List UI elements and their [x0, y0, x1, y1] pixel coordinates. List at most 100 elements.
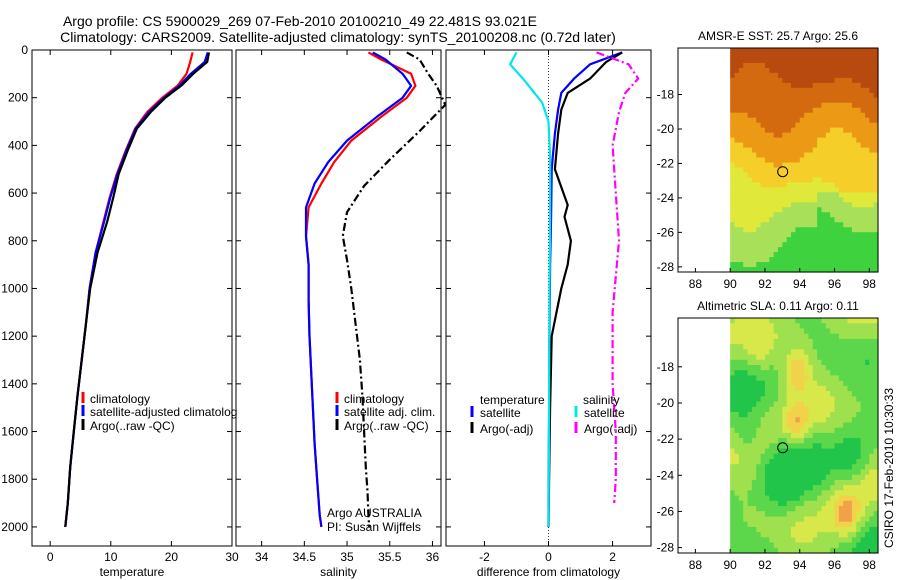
- sla-map-cell: [738, 532, 744, 538]
- sla-map-cell: [778, 542, 783, 549]
- sla-map-cell: [751, 406, 757, 413]
- sst-map-cell: [873, 102, 879, 109]
- sla-map-cell: [751, 396, 757, 403]
- sla-map-cell: [830, 532, 836, 538]
- sst-map-cell: [769, 137, 775, 144]
- sla-map-cell: [847, 417, 853, 424]
- sst-map-cell: [743, 102, 749, 109]
- sst-map-cell: [812, 252, 818, 258]
- sla-map-cell: [747, 432, 753, 439]
- sst-map-cell: [860, 227, 866, 233]
- sla-map-cell: [786, 349, 792, 356]
- sst-map-cell: [738, 247, 744, 253]
- sst-map-cell: [838, 132, 844, 139]
- sla-map-cell: [812, 328, 818, 335]
- sla-map-cell: [769, 511, 775, 518]
- sst-map-cell: [730, 252, 736, 258]
- sla-map-cell: [821, 464, 827, 471]
- sla-map-cell: [864, 547, 870, 554]
- sla-map-cell: [778, 479, 783, 486]
- sst-map-cell: [873, 157, 879, 164]
- sla-map-cell: [851, 453, 857, 460]
- sla-map-cell: [738, 469, 744, 476]
- sst-map-cell: [825, 82, 831, 89]
- sla-map-cell: [864, 448, 870, 455]
- sst-map-cell: [738, 67, 744, 74]
- sst-map-cell: [760, 152, 766, 159]
- sla-map-cell: [869, 370, 875, 377]
- sst-map-cell: [760, 112, 766, 119]
- sst-map-cell: [782, 82, 788, 89]
- sst-map-cell: [795, 107, 801, 114]
- sst-map-cell: [838, 52, 844, 59]
- sst-map-cell: [747, 227, 753, 233]
- sst-map-cell: [751, 222, 757, 228]
- sla-map-cell: [856, 380, 862, 387]
- sla-map-cell: [760, 532, 766, 538]
- sst-map-cell: [812, 112, 818, 119]
- sst-map-cell: [804, 237, 810, 243]
- sst-map-cell: [760, 232, 766, 238]
- sla-map-cell: [834, 485, 840, 491]
- sst-map-cell: [808, 257, 814, 263]
- sst-map-cell: [847, 217, 853, 223]
- sla-map-cell: [821, 380, 827, 387]
- sst-map-cell: [738, 197, 744, 203]
- sst-map-cell: [847, 202, 853, 208]
- sst-map-cell: [856, 187, 862, 193]
- sst-map-cell: [825, 182, 831, 188]
- sla-map-cell: [786, 542, 792, 549]
- sla-map-cell: [873, 453, 879, 460]
- sst-map-cell: [786, 52, 792, 59]
- sst-map-cell: [734, 167, 740, 174]
- sla-map-cell: [778, 547, 783, 554]
- sla-map-cell: [843, 406, 849, 413]
- sst-map-cell: [799, 202, 805, 208]
- sla-map-cell: [778, 464, 783, 471]
- sst-map-cell: [769, 107, 775, 114]
- sla-map-cell: [756, 396, 762, 403]
- sla-map-cell: [847, 385, 853, 392]
- sst-map-cell: [851, 172, 857, 179]
- sla-map-cell: [843, 412, 849, 418]
- sst-map-cell: [830, 197, 836, 203]
- sst-map-cell: [756, 62, 762, 69]
- sla-map-cell: [769, 459, 775, 465]
- sla-map-cell: [782, 370, 788, 377]
- sla-map-cell: [743, 323, 749, 330]
- sla-map-cell: [730, 542, 736, 549]
- sla-map-cell: [808, 532, 814, 538]
- sla-map-cell: [838, 526, 844, 533]
- sla-map-cell: [778, 495, 783, 502]
- sla-map-cell: [756, 406, 762, 413]
- sst-map-cell: [734, 112, 740, 119]
- sla-map-cell: [825, 432, 831, 439]
- sst-map-cell: [751, 167, 757, 174]
- sst-map-cell: [834, 112, 840, 119]
- sst-map-cell: [786, 157, 792, 164]
- sla-map-cell: [738, 396, 744, 403]
- sla-map-cell: [851, 448, 857, 455]
- sst-map-cell: [804, 102, 810, 109]
- sla-map-cell: [799, 370, 805, 377]
- sla-map-cell: [769, 537, 775, 544]
- sla-map-cell: [730, 537, 736, 544]
- sla-map-cell: [799, 469, 805, 476]
- sst-map-cell: [869, 72, 875, 79]
- sla-map-cell: [830, 338, 836, 345]
- sla-map-cell: [869, 333, 875, 340]
- sla-map-cell: [747, 370, 753, 377]
- sst-map-cell: [856, 62, 862, 69]
- sla-map-cell: [834, 479, 840, 486]
- sla-map-cell: [743, 490, 749, 497]
- sst-map-cell: [873, 262, 879, 268]
- sla-map-cell: [825, 318, 831, 324]
- sla-map-cell: [873, 506, 879, 512]
- sst-map-cell: [864, 62, 870, 69]
- sla-map-cell: [782, 537, 788, 544]
- sla-map-cell: [873, 359, 879, 366]
- sla-map-cell: [808, 427, 814, 434]
- sst-map-cell: [791, 137, 796, 144]
- sla-map-cell: [869, 406, 875, 413]
- sst-map-cell: [812, 127, 818, 134]
